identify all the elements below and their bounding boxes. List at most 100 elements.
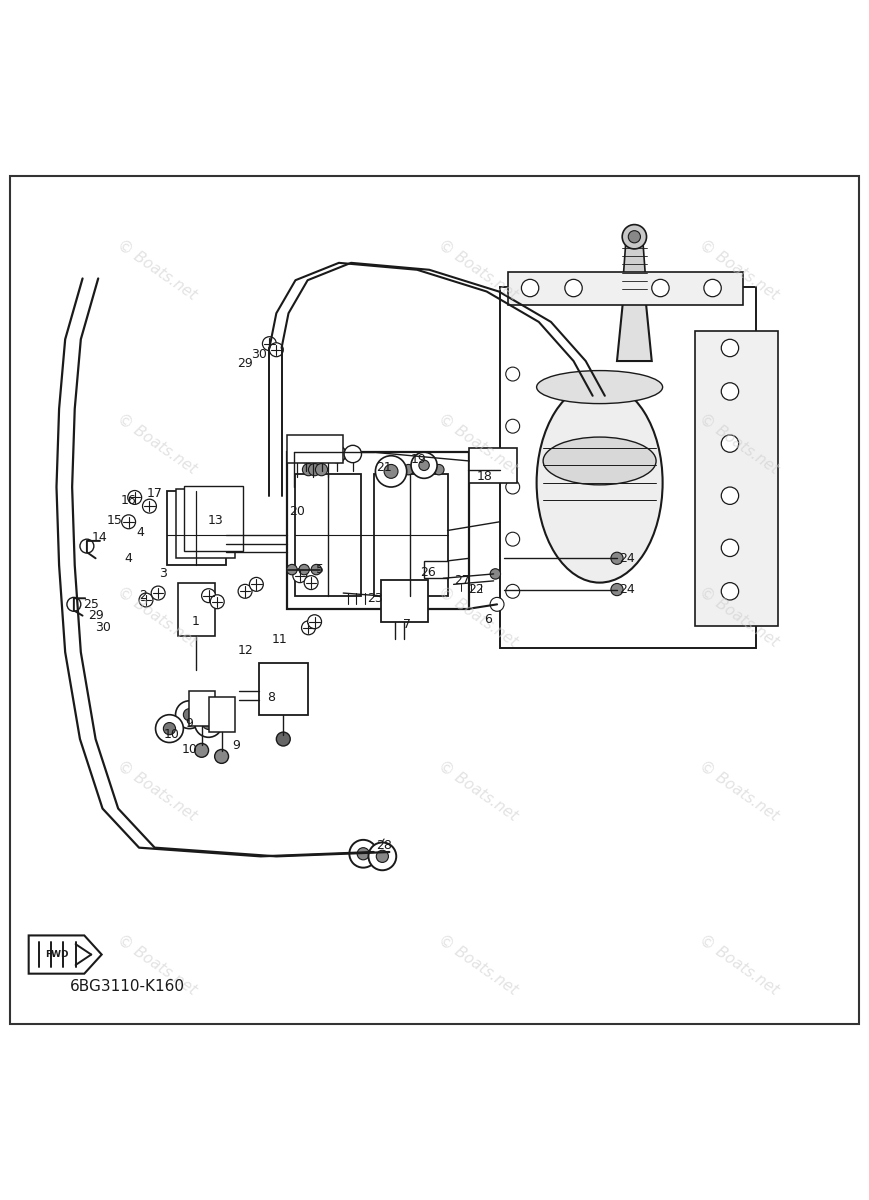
Circle shape — [344, 445, 362, 463]
Circle shape — [490, 569, 501, 580]
FancyBboxPatch shape — [424, 560, 448, 578]
Circle shape — [276, 732, 290, 746]
Text: © Boats.net: © Boats.net — [435, 584, 521, 650]
Circle shape — [611, 552, 623, 564]
Text: © Boats.net: © Boats.net — [435, 236, 521, 302]
Circle shape — [411, 452, 437, 479]
Circle shape — [506, 367, 520, 382]
Text: © Boats.net: © Boats.net — [435, 410, 521, 476]
Circle shape — [375, 456, 407, 487]
Circle shape — [143, 499, 156, 514]
Text: 12: 12 — [237, 644, 253, 656]
Text: 23: 23 — [368, 592, 383, 605]
Circle shape — [506, 480, 520, 494]
Circle shape — [315, 463, 328, 475]
Circle shape — [368, 842, 396, 870]
Circle shape — [151, 586, 165, 600]
Text: 6: 6 — [484, 613, 493, 625]
Circle shape — [287, 564, 297, 575]
Circle shape — [269, 343, 283, 356]
Text: 29: 29 — [88, 610, 103, 622]
Circle shape — [721, 434, 739, 452]
Text: 6BG3110-K160: 6BG3110-K160 — [70, 979, 184, 995]
FancyBboxPatch shape — [176, 488, 235, 558]
Text: 4: 4 — [124, 552, 133, 565]
FancyBboxPatch shape — [167, 491, 226, 565]
Circle shape — [490, 598, 504, 611]
Text: 16: 16 — [121, 493, 136, 506]
Text: 24: 24 — [620, 583, 635, 596]
Text: 19: 19 — [411, 452, 427, 466]
FancyBboxPatch shape — [209, 697, 235, 732]
Circle shape — [183, 709, 196, 721]
Text: 3: 3 — [159, 568, 168, 581]
Text: 17: 17 — [147, 487, 163, 500]
Text: 14: 14 — [92, 530, 108, 544]
FancyBboxPatch shape — [381, 580, 428, 622]
Text: 18: 18 — [477, 470, 493, 484]
Circle shape — [302, 463, 315, 475]
Circle shape — [202, 589, 216, 602]
Text: 26: 26 — [420, 565, 435, 578]
Circle shape — [395, 464, 405, 475]
Circle shape — [434, 464, 444, 475]
Text: 2: 2 — [139, 589, 148, 602]
Text: © Boats.net: © Boats.net — [114, 932, 199, 998]
Circle shape — [377, 464, 388, 475]
Circle shape — [704, 280, 721, 296]
FancyBboxPatch shape — [469, 448, 517, 482]
Circle shape — [565, 280, 582, 296]
Circle shape — [293, 569, 307, 583]
Text: © Boats.net: © Boats.net — [435, 758, 521, 824]
FancyBboxPatch shape — [500, 287, 756, 648]
Circle shape — [122, 515, 136, 529]
Circle shape — [652, 280, 669, 296]
Text: © Boats.net: © Boats.net — [696, 410, 781, 476]
Circle shape — [349, 840, 377, 868]
FancyBboxPatch shape — [374, 474, 448, 595]
Circle shape — [384, 464, 398, 479]
Circle shape — [628, 230, 640, 242]
Circle shape — [80, 539, 94, 553]
Text: 9: 9 — [185, 716, 194, 730]
Circle shape — [202, 718, 215, 730]
Text: 9: 9 — [232, 739, 241, 752]
Text: 24: 24 — [620, 552, 635, 565]
Circle shape — [611, 583, 623, 595]
Circle shape — [622, 224, 647, 248]
Text: 1: 1 — [191, 616, 200, 629]
Circle shape — [308, 463, 321, 475]
FancyBboxPatch shape — [287, 434, 343, 463]
Circle shape — [419, 460, 429, 470]
Ellipse shape — [543, 437, 656, 485]
Text: © Boats.net: © Boats.net — [435, 932, 521, 998]
Circle shape — [313, 445, 330, 463]
Text: 22: 22 — [468, 583, 484, 596]
Circle shape — [302, 620, 315, 635]
Circle shape — [386, 464, 396, 475]
Circle shape — [357, 847, 369, 860]
Circle shape — [210, 595, 224, 608]
Text: FWD: FWD — [44, 950, 69, 959]
Text: 27: 27 — [454, 575, 470, 587]
Circle shape — [403, 464, 414, 475]
Text: 20: 20 — [289, 505, 305, 518]
Circle shape — [304, 576, 318, 589]
Text: © Boats.net: © Boats.net — [696, 584, 781, 650]
Circle shape — [215, 750, 229, 763]
Polygon shape — [622, 244, 647, 292]
Text: © Boats.net: © Boats.net — [114, 236, 199, 302]
Circle shape — [721, 340, 739, 356]
FancyBboxPatch shape — [695, 331, 778, 626]
Circle shape — [249, 577, 263, 592]
Circle shape — [506, 419, 520, 433]
FancyBboxPatch shape — [189, 691, 215, 726]
Text: 29: 29 — [237, 358, 253, 370]
Circle shape — [506, 584, 520, 599]
Text: 7: 7 — [402, 618, 411, 631]
Polygon shape — [617, 292, 652, 361]
FancyBboxPatch shape — [508, 271, 743, 305]
Circle shape — [297, 445, 315, 463]
Circle shape — [139, 593, 153, 607]
Text: 25: 25 — [83, 598, 99, 611]
